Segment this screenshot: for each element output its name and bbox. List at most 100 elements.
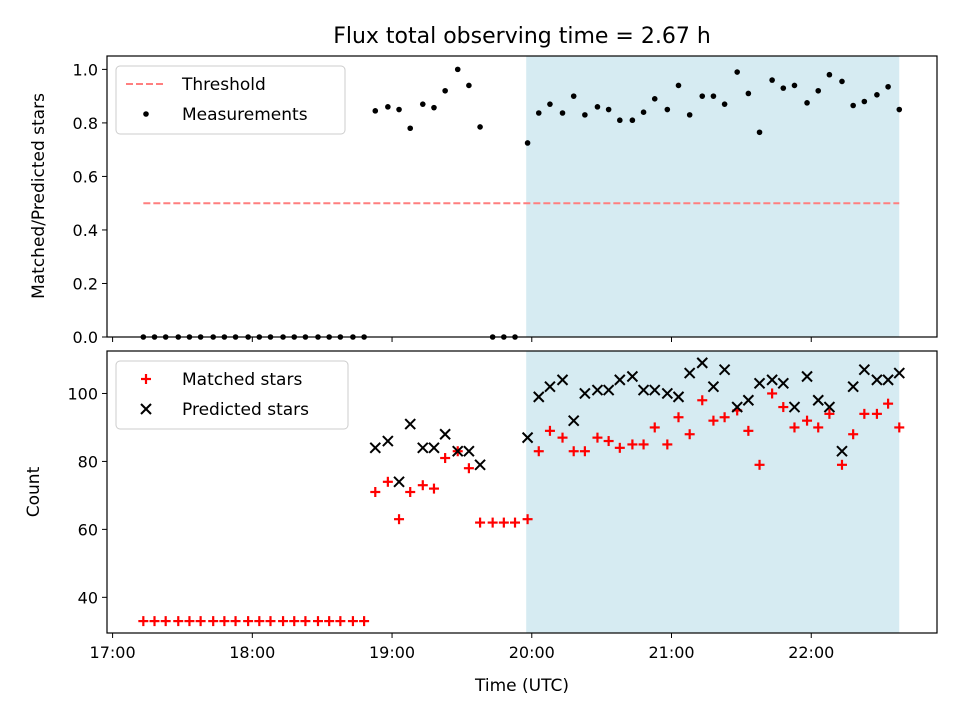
data-point bbox=[466, 82, 472, 89]
data-point bbox=[778, 402, 789, 413]
data-point bbox=[824, 408, 835, 419]
data-point bbox=[417, 480, 428, 491]
series-matched-stars bbox=[138, 388, 905, 627]
data-point bbox=[544, 425, 555, 436]
data-point bbox=[885, 83, 891, 90]
x-tick-label: 19:00 bbox=[369, 643, 415, 662]
data-point bbox=[640, 109, 647, 115]
data-point bbox=[697, 395, 708, 406]
top-legend: Threshold Measurements bbox=[115, 65, 346, 135]
data-point bbox=[382, 476, 393, 487]
data-point bbox=[535, 110, 542, 116]
data-point bbox=[627, 439, 638, 450]
data-point bbox=[629, 117, 636, 124]
data-point bbox=[463, 463, 474, 474]
data-point bbox=[544, 380, 556, 393]
data-point bbox=[836, 445, 848, 457]
data-point bbox=[533, 446, 544, 457]
data-point bbox=[594, 104, 601, 110]
data-point bbox=[812, 394, 824, 406]
data-point bbox=[428, 442, 440, 454]
bottom-y-tick-label: 80 bbox=[78, 452, 98, 471]
data-point bbox=[219, 616, 230, 627]
series-predicted-stars bbox=[369, 357, 905, 488]
data-point bbox=[160, 616, 171, 627]
legend-matched-swatch bbox=[141, 374, 151, 384]
data-point bbox=[638, 439, 649, 450]
data-point bbox=[463, 445, 475, 457]
data-point bbox=[859, 408, 870, 419]
data-point bbox=[780, 85, 787, 91]
data-point bbox=[614, 374, 626, 386]
data-point bbox=[734, 69, 740, 75]
data-point bbox=[138, 616, 149, 627]
data-point bbox=[440, 453, 451, 464]
data-point bbox=[871, 374, 883, 386]
data-point bbox=[861, 98, 868, 105]
data-point bbox=[431, 104, 437, 111]
data-point bbox=[745, 90, 752, 97]
legend-predicted-swatch bbox=[140, 403, 152, 415]
data-point bbox=[300, 616, 311, 627]
data-point bbox=[626, 370, 639, 383]
data-point bbox=[686, 112, 693, 118]
data-point bbox=[289, 616, 300, 627]
data-point bbox=[487, 517, 498, 528]
data-point bbox=[696, 357, 708, 369]
data-point bbox=[753, 377, 766, 389]
top-panel-frame bbox=[106, 55, 938, 338]
legend-measurements-label: Measurements bbox=[182, 105, 308, 125]
legend-predicted-label: Predicted stars bbox=[182, 400, 309, 420]
data-point bbox=[208, 616, 219, 627]
data-point bbox=[265, 616, 276, 627]
data-point bbox=[617, 117, 623, 124]
data-point bbox=[195, 616, 206, 627]
top-y-axis-label: Matched/Predicted stars bbox=[29, 93, 49, 299]
legend-measurements-swatch bbox=[143, 111, 149, 117]
data-point bbox=[801, 370, 813, 383]
data-point bbox=[582, 112, 588, 118]
data-point bbox=[756, 129, 763, 136]
data-point bbox=[605, 106, 612, 113]
top-y-tick-label: 0.4 bbox=[73, 221, 98, 240]
data-point bbox=[661, 387, 674, 400]
data-point bbox=[439, 428, 451, 440]
data-point bbox=[477, 124, 483, 130]
data-point bbox=[791, 82, 798, 89]
data-point bbox=[802, 415, 813, 426]
data-point bbox=[675, 82, 682, 89]
top-panel: 0.0 0.2 0.4 0.6 0.8 1.0 Matched/Predicted sta… bbox=[29, 55, 938, 347]
data-point bbox=[568, 446, 579, 457]
data-point bbox=[836, 459, 847, 470]
data-point bbox=[393, 476, 405, 488]
data-point bbox=[243, 616, 254, 627]
bottom-legend-box bbox=[115, 360, 349, 430]
data-point bbox=[369, 442, 381, 454]
data-point bbox=[521, 431, 534, 444]
data-point bbox=[335, 616, 346, 627]
data-point bbox=[324, 616, 335, 627]
data-point bbox=[767, 388, 778, 399]
data-point bbox=[498, 517, 509, 528]
data-point bbox=[651, 96, 658, 102]
data-point bbox=[524, 140, 531, 146]
data-point bbox=[372, 108, 379, 114]
legend-threshold-label: Threshold bbox=[181, 75, 266, 95]
data-point bbox=[428, 483, 439, 494]
data-point bbox=[404, 418, 416, 430]
data-point bbox=[442, 87, 448, 94]
data-point bbox=[454, 66, 461, 73]
data-point bbox=[742, 394, 755, 406]
data-point bbox=[721, 101, 728, 107]
data-point bbox=[452, 445, 464, 457]
data-point bbox=[570, 93, 577, 99]
data-point bbox=[743, 425, 754, 436]
data-point bbox=[417, 442, 429, 454]
data-point bbox=[673, 412, 684, 423]
bottom-panel: 40 60 80 100 17:00 18:00 19:00 20:00 21:00 22:00… bbox=[24, 350, 938, 696]
data-point bbox=[883, 398, 894, 409]
data-point bbox=[826, 71, 833, 78]
data-point bbox=[592, 432, 603, 443]
data-point bbox=[788, 401, 801, 413]
